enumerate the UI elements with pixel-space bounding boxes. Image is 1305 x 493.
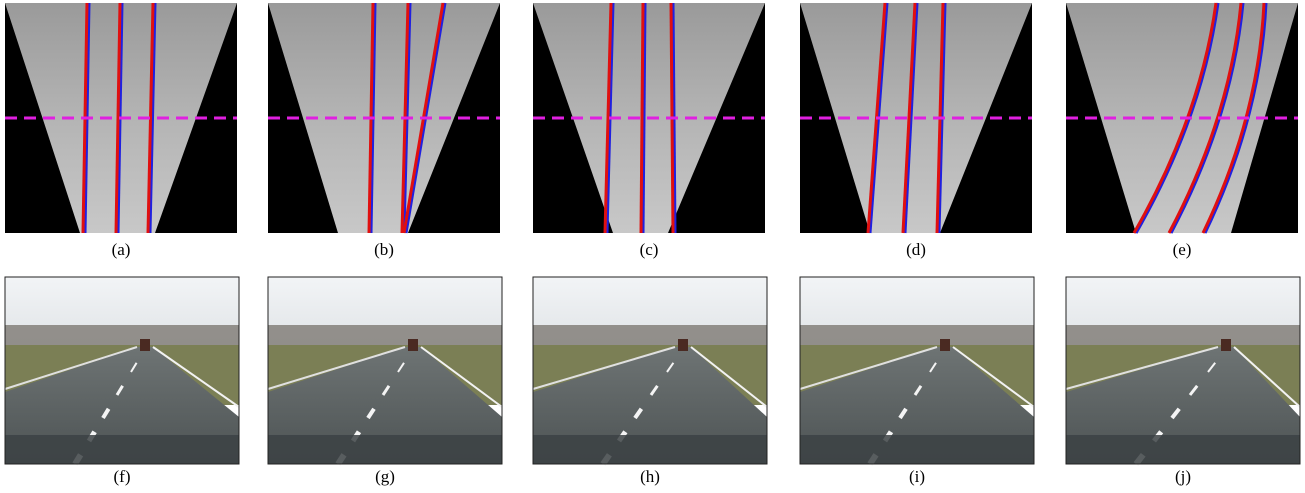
subfigure-label: (i): [909, 467, 925, 486]
camera-panel: [1066, 277, 1300, 464]
dashboard: [1066, 435, 1300, 464]
camera-panel: [800, 277, 1034, 464]
vehicle-ahead: [940, 339, 950, 351]
subfigure-label: (b): [374, 240, 394, 259]
subfigure-label: (h): [640, 467, 660, 486]
camera-panel: [533, 277, 767, 464]
subfigure-label: (g): [375, 467, 395, 486]
birdseye-panel: [268, 3, 500, 233]
subfigure-label: (f): [114, 467, 131, 486]
vehicle-ahead: [1221, 339, 1231, 351]
birdseye-panel: [1066, 3, 1298, 233]
vehicle-ahead: [140, 339, 150, 351]
birdseye-panel: [800, 3, 1032, 233]
dashboard: [268, 435, 502, 464]
subfigure-label: (d): [906, 240, 926, 259]
camera-panel: [268, 277, 502, 464]
lane-fit-red: [641, 3, 643, 233]
birdseye-panel: [533, 3, 765, 233]
dashboard: [800, 435, 1034, 464]
birdseye-panel: [5, 3, 237, 233]
dashboard: [5, 435, 239, 464]
camera-panel: [5, 277, 239, 464]
subfigure-label: (c): [640, 240, 659, 259]
figure: (a) (b) (c) (d) (e) (f) (g) (h) (i) (j): [0, 0, 1305, 493]
vehicle-ahead: [678, 339, 688, 351]
page: (a)(b)(c)(d)(e)(f)(g)(h)(i)(j) (() => { …: [0, 0, 1305, 493]
subfigure-label: (e): [1173, 240, 1192, 259]
subfigure-label: (j): [1175, 467, 1191, 486]
vehicle-ahead: [408, 339, 418, 351]
subfigure-label: (a): [112, 240, 131, 259]
dashboard: [533, 435, 767, 464]
